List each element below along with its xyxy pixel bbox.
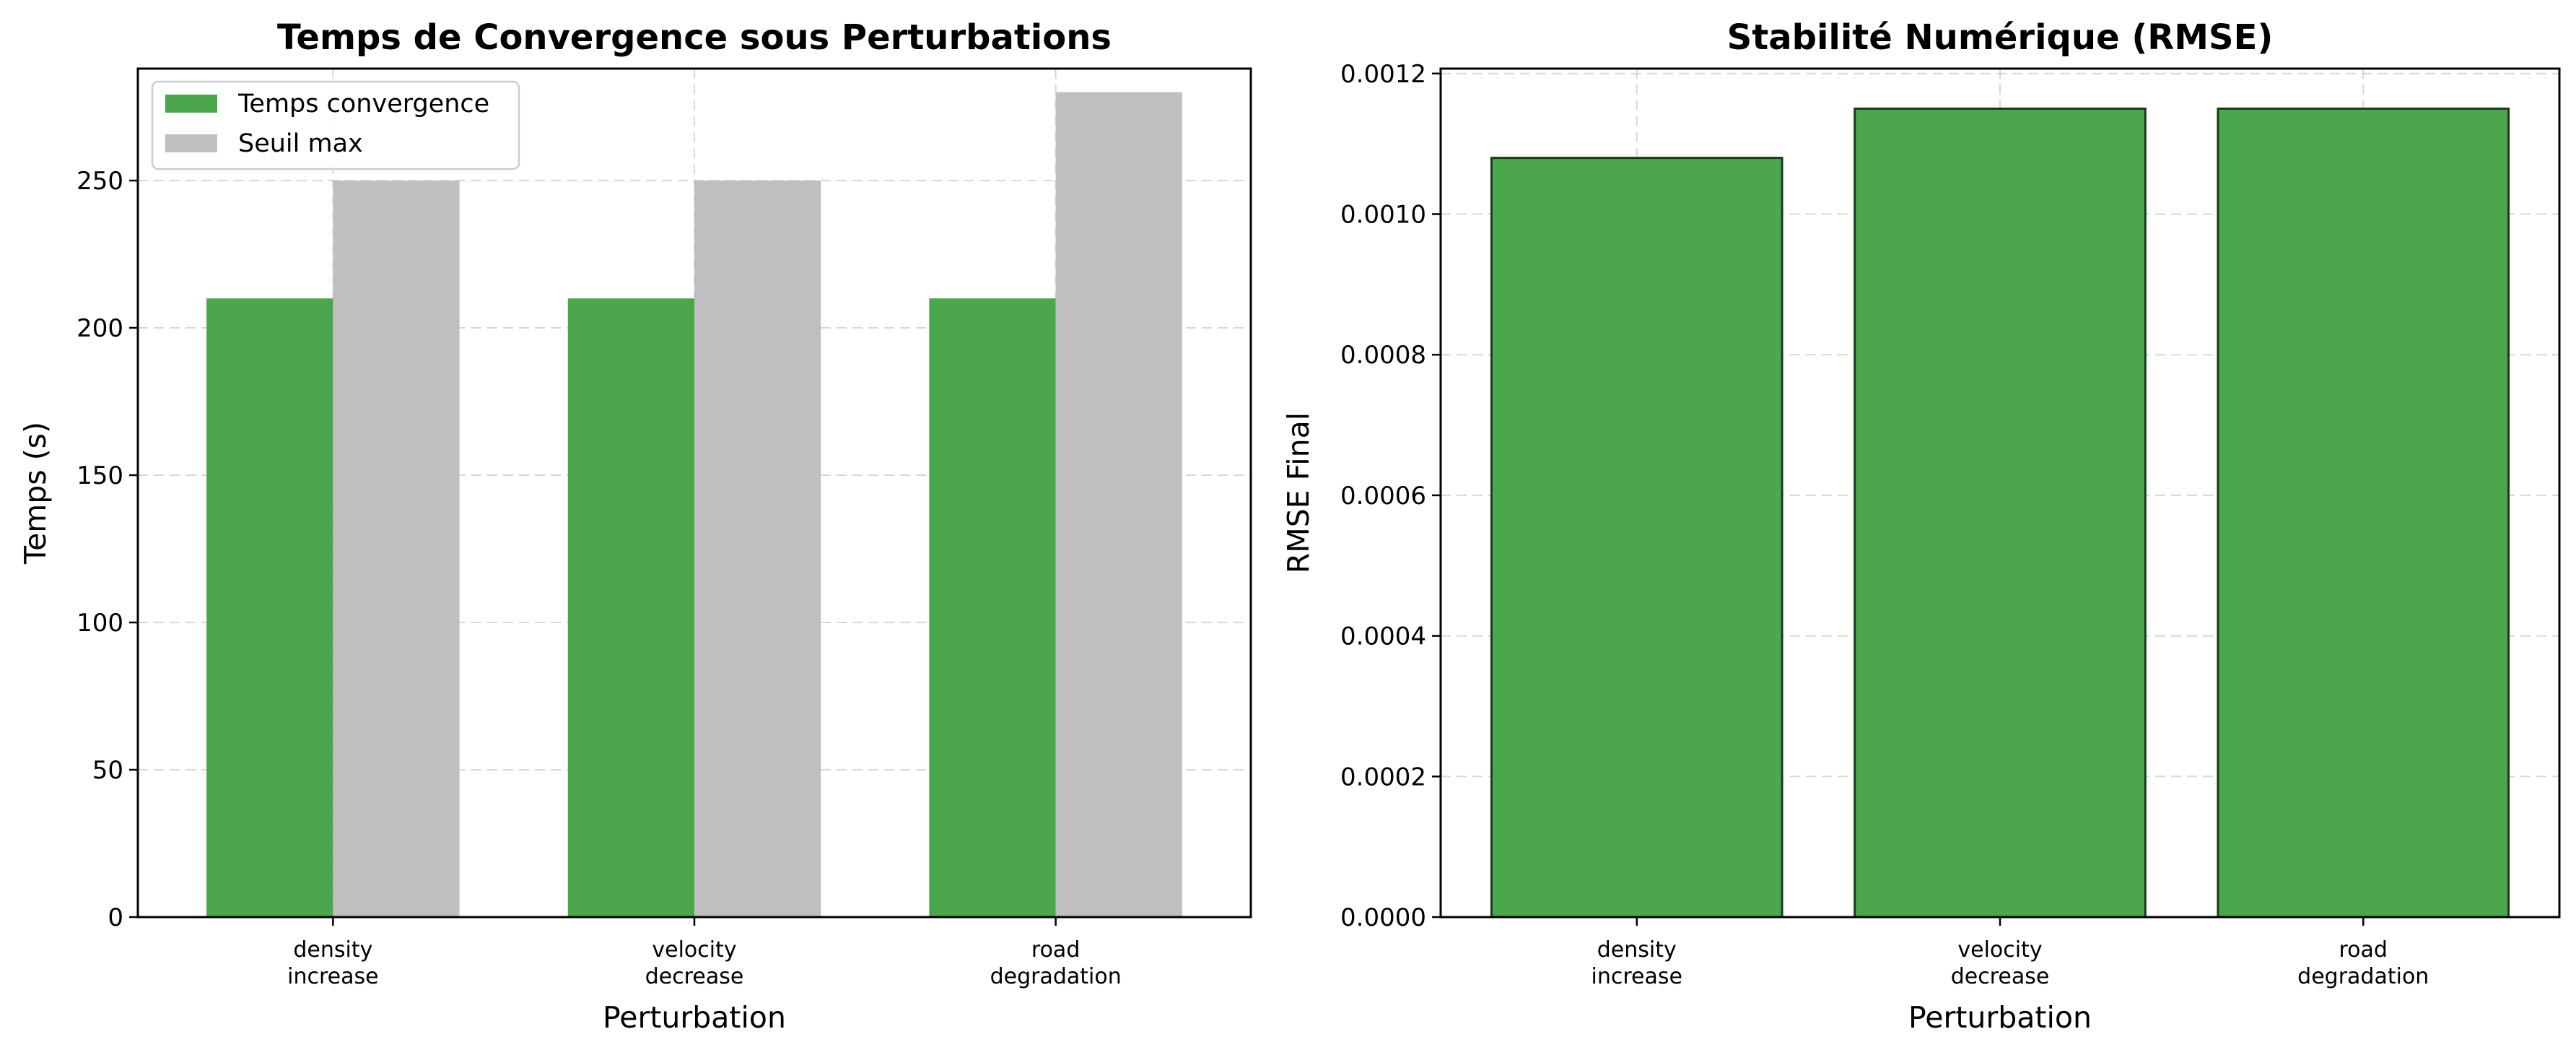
chart1-ytick-label-3: 150 xyxy=(77,461,123,490)
chart2-xlabel: Perturbation xyxy=(1908,1000,2092,1035)
chart1-title: Temps de Convergence sous Perturbations xyxy=(277,17,1112,58)
chart2-xtick-label-0-0: density xyxy=(1597,937,1677,963)
chart2-ytick-label-5: 0.0010 xyxy=(1340,201,1426,230)
chart1-xtick-label-1-1: decrease xyxy=(645,964,744,989)
chart1-ytick-label-2: 100 xyxy=(77,609,123,638)
chart1-ytick-label-5: 250 xyxy=(77,167,123,196)
chart2-ytick-label-2: 0.0004 xyxy=(1340,622,1426,651)
chart1-legend-label-1: Seuil max xyxy=(238,129,363,158)
chart1-xlabel: Perturbation xyxy=(603,1000,786,1035)
chart2-bar-rmse-1 xyxy=(1854,107,2147,919)
chart2-xtick-label-2-0: road xyxy=(2339,937,2388,963)
chart1-xtick-label-2-0: road xyxy=(1031,937,1080,963)
chart1-ytick-label-1: 50 xyxy=(92,756,123,785)
chart2-ytick-label-3: 0.0006 xyxy=(1340,482,1426,511)
chart2-ytick-label-6: 0.0012 xyxy=(1340,60,1426,89)
chart1-bar-convergence-0 xyxy=(206,298,333,918)
chart2-xtick-label-1-0: velocity xyxy=(1957,937,2042,963)
chart2-xtick-label-1-1: decrease xyxy=(1951,964,2050,989)
chart1-legend: Temps convergence Seuil max xyxy=(151,80,520,170)
chart1-xtick-label-0-0: density xyxy=(293,937,372,963)
chart1-ytick-label-0: 0 xyxy=(108,903,123,932)
chart1-bar-seuil-0 xyxy=(333,181,460,917)
chart1-bar-seuil-1 xyxy=(694,181,821,917)
chart1-legend-label-0: Temps convergence xyxy=(237,90,489,118)
chart1-legend-swatch-0 xyxy=(165,95,217,113)
chart1-ytick-label-4: 200 xyxy=(77,314,123,343)
chart2-xtick-label-2-1: degradation xyxy=(2297,964,2429,989)
chart2-ytick-label-0: 0.0000 xyxy=(1340,903,1426,932)
chart2-ylabel: RMSE Final xyxy=(1281,412,1316,573)
chart1-xtick-label-1-0: velocity xyxy=(652,937,736,963)
chart2-ytick-label-4: 0.0008 xyxy=(1340,341,1426,370)
chart2-ytick-label-1: 0.0002 xyxy=(1340,763,1426,791)
chart1-bar-convergence-1 xyxy=(567,298,694,918)
chart2-group: 0.0000 0.0002 0.0004 0.0006 0.0008 0.0010 0.00… xyxy=(1281,17,2561,1035)
chart2-title: Stabilité Numérique (RMSE) xyxy=(1727,17,2274,58)
chart1-bar-seuil-2 xyxy=(1055,92,1182,917)
chart2-bar-rmse-0 xyxy=(1490,157,1783,919)
chart1-xtick-label-0-1: increase xyxy=(287,964,378,989)
chart2-xtick-label-0-1: increase xyxy=(1592,964,1682,989)
chart1-bar-convergence-2 xyxy=(929,298,1056,918)
chart1-ylabel: Temps (s) xyxy=(18,422,53,565)
chart2-bar-rmse-2 xyxy=(2217,107,2510,919)
chart1-xtick-label-2-1: degradation xyxy=(990,964,1122,989)
chart1-legend-box xyxy=(151,80,520,170)
chart1-group: 050100150200250densityincreasevelocityde… xyxy=(18,17,1252,1035)
chart1-legend-swatch-1 xyxy=(165,134,217,152)
